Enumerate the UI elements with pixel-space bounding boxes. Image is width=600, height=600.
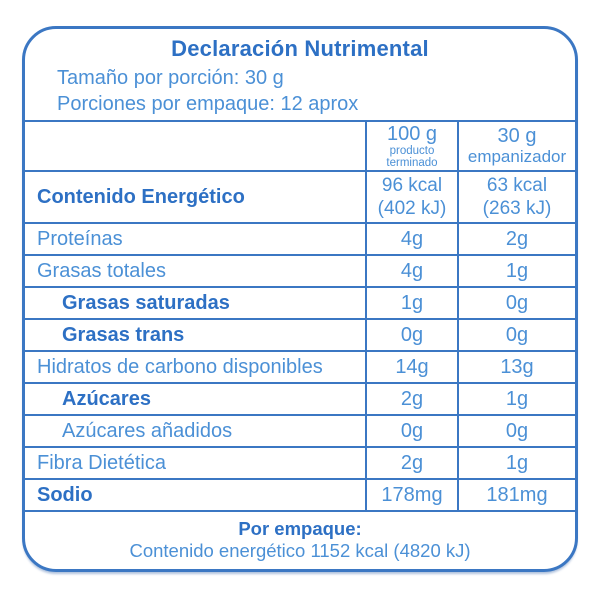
per-package-energy: Contenido energético 1152 kcal (4820 kJ): [129, 540, 471, 561]
value-100g: 14g: [365, 352, 457, 382]
row-grasas-trans: Grasas trans 0g 0g: [25, 318, 575, 350]
value-30g: 181mg: [457, 480, 575, 510]
value-100g: 0g: [365, 416, 457, 446]
value-100g: 1g: [365, 288, 457, 318]
row-contenido-energetico: Contenido Energético 96 kcal (402 kJ) 63…: [25, 170, 575, 222]
row-sodio: Sodio 178mg 181mg: [25, 478, 575, 510]
value-30g: 0g: [457, 320, 575, 350]
column-header-100g-sub: producto terminado: [386, 144, 438, 169]
nutrient-label: Hidratos de carbono disponibles: [37, 355, 323, 378]
nutrient-label: Contenido Energético: [37, 185, 245, 208]
column-header-100g: 100 g producto terminado: [365, 122, 457, 170]
nutrient-label: Grasas saturadas: [62, 291, 230, 314]
value-100g: 4g: [365, 224, 457, 254]
value-100g: 178mg: [365, 480, 457, 510]
value-100g: 0g: [365, 320, 457, 350]
nutrition-label: Declaración Nutrimental Tamaño por porci…: [22, 26, 578, 572]
nutrient-label: Grasas totales: [37, 259, 166, 282]
value-30g: 13g: [457, 352, 575, 382]
row-grasas-totales: Grasas totales 4g 1g: [25, 254, 575, 286]
value-100g: 4g: [365, 256, 457, 286]
column-header-30g-sub: empanizador: [467, 147, 567, 166]
value-100g: 2g: [365, 384, 457, 414]
serving-info: Tamaño por porción: 30 g Porciones por e…: [25, 65, 575, 120]
value-100g: 2g: [365, 448, 457, 478]
nutrient-label: Proteínas: [37, 227, 123, 250]
row-azucares-anadidos: Azúcares añadidos 0g 0g: [25, 414, 575, 446]
row-azucares: Azúcares 2g 1g: [25, 382, 575, 414]
nutrient-label: Azúcares añadidos: [62, 419, 233, 442]
value-30g: 2g: [457, 224, 575, 254]
per-package-heading: Por empaque:: [238, 518, 362, 539]
column-header-row: 100 g producto terminado 30 g empanizado…: [25, 120, 575, 170]
per-package-footer: Por empaque: Contenido energético 1152 k…: [25, 510, 575, 562]
column-header-empty: [25, 122, 365, 170]
serving-size-text: Tamaño por porción: 30 g: [57, 67, 284, 89]
nutrient-label: Fibra Dietética: [37, 451, 166, 474]
value-100g: 96 kcal (402 kJ): [365, 172, 457, 222]
column-header-30g-amount: 30 g: [497, 125, 537, 147]
value-30g: 1g: [457, 256, 575, 286]
row-hidratos-carbono: Hidratos de carbono disponibles 14g 13g: [25, 350, 575, 382]
value-30g: 0g: [457, 416, 575, 446]
value-30g: 1g: [457, 384, 575, 414]
row-proteinas: Proteínas 4g 2g: [25, 222, 575, 254]
value-30g: 1g: [457, 448, 575, 478]
value-30g: 0g: [457, 288, 575, 318]
row-grasas-saturadas: Grasas saturadas 1g 0g: [25, 286, 575, 318]
column-header-30g: 30 g empanizador: [457, 122, 575, 170]
nutrient-label: Grasas trans: [62, 323, 185, 346]
column-header-100g-amount: 100 g: [386, 122, 438, 145]
row-fibra-dietetica: Fibra Dietética 2g 1g: [25, 446, 575, 478]
nutrition-table: 100 g producto terminado 30 g empanizado…: [25, 120, 575, 510]
nutrient-label: Azúcares: [62, 387, 151, 410]
nutrient-label: Sodio: [37, 483, 93, 506]
value-30g: 63 kcal (263 kJ): [457, 172, 575, 222]
servings-per-pack-text: Porciones por empaque: 12 aprox: [57, 93, 359, 115]
label-title: Declaración Nutrimental: [171, 36, 429, 61]
